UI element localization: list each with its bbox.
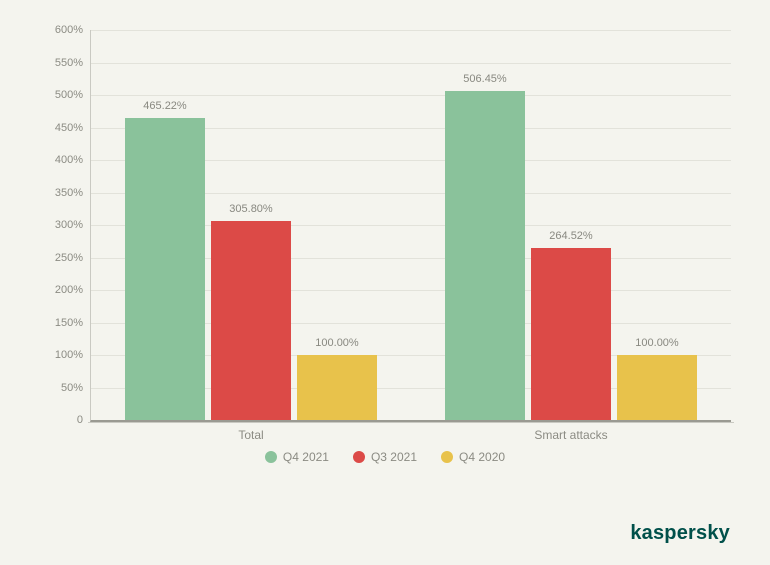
gridline — [91, 63, 731, 64]
x-tick-label: Smart attacks — [534, 428, 607, 442]
plot-area: 050%100%150%200%250%300%350%400%450%500%… — [90, 30, 731, 422]
bar: 264.52% — [531, 248, 611, 420]
y-tick-label: 600% — [55, 24, 83, 36]
legend-swatch — [441, 451, 453, 463]
legend-label: Q3 2021 — [371, 450, 417, 464]
bar: 100.00% — [617, 355, 697, 420]
y-tick-label: 150% — [55, 317, 83, 329]
gridline — [91, 30, 731, 31]
y-tick-label: 350% — [55, 187, 83, 199]
brand-logo: kaspersky — [630, 522, 730, 545]
legend-item: Q3 2021 — [353, 450, 417, 464]
y-tick-label: 300% — [55, 219, 83, 231]
y-tick-label: 500% — [55, 89, 83, 101]
legend-item: Q4 2021 — [265, 450, 329, 464]
legend: Q4 2021 Q3 2021 Q4 2020 — [0, 450, 770, 468]
x-tick-label: Total — [238, 428, 263, 442]
legend-label: Q4 2021 — [283, 450, 329, 464]
y-tick-label: 50% — [61, 382, 83, 394]
y-tick-label: 450% — [55, 122, 83, 134]
y-tick-label: 400% — [55, 154, 83, 166]
bar-value-label: 305.80% — [229, 203, 272, 215]
legend-item: Q4 2020 — [441, 450, 505, 464]
legend-swatch — [353, 451, 365, 463]
bar-value-label: 506.45% — [463, 73, 506, 85]
bar-value-label: 465.22% — [143, 100, 186, 112]
y-tick-label: 200% — [55, 284, 83, 296]
y-tick-label: 550% — [55, 57, 83, 69]
x-axis-extension — [88, 422, 734, 423]
bar: 465.22% — [125, 118, 205, 420]
legend-swatch — [265, 451, 277, 463]
bar-value-label: 100.00% — [635, 337, 678, 349]
chart-container: 0 50% 100% 150% 200% 250% 300% 350% 400% 450% 500%… — [40, 20, 740, 460]
y-tick-label: 0 — [77, 414, 83, 426]
y-tick-label: 100% — [55, 349, 83, 361]
bar: 100.00% — [297, 355, 377, 420]
bar: 305.80% — [211, 221, 291, 420]
gridline — [91, 95, 731, 96]
y-tick-label: 250% — [55, 252, 83, 264]
bar: 506.45% — [445, 91, 525, 420]
bar-value-label: 264.52% — [549, 230, 592, 242]
legend-label: Q4 2020 — [459, 450, 505, 464]
bar-value-label: 100.00% — [315, 337, 358, 349]
